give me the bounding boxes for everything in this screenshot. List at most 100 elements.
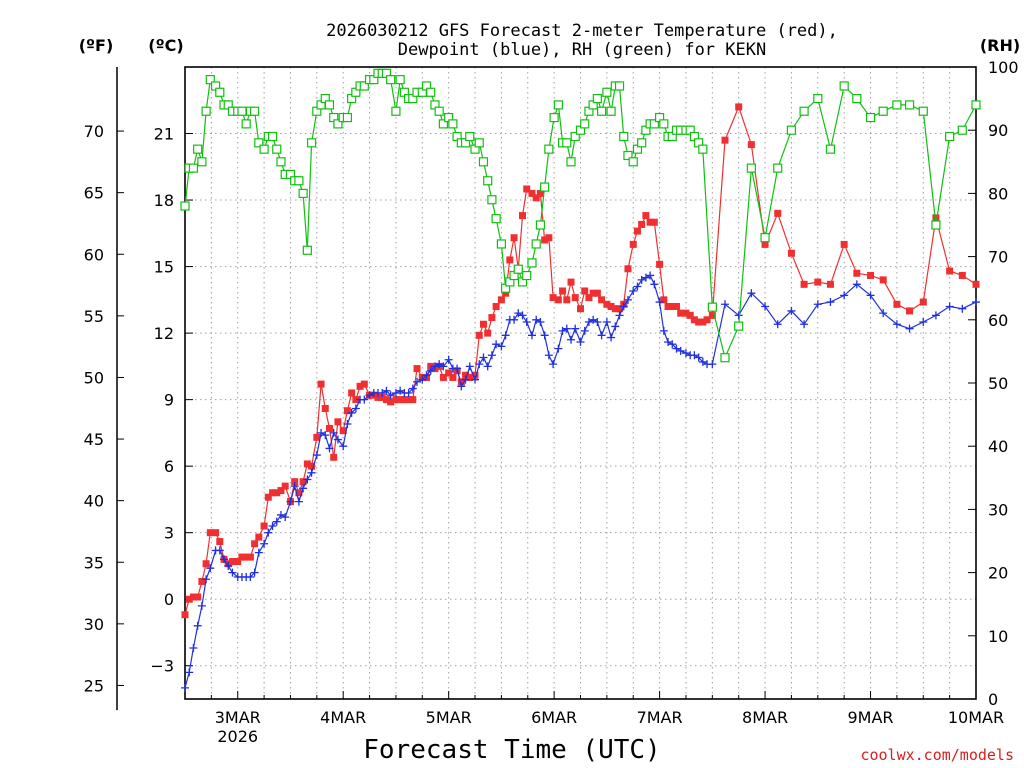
marker-temperature <box>475 331 483 339</box>
marker-dewpoint <box>339 442 348 451</box>
marker-dewpoint <box>646 271 655 280</box>
marker-temperature <box>660 296 668 304</box>
marker-rh <box>698 144 708 154</box>
marker-temperature <box>774 209 782 217</box>
marker-temperature <box>703 316 711 324</box>
marker-temperature <box>598 296 606 304</box>
marker-temperature <box>281 482 289 490</box>
marker-temperature <box>510 234 518 242</box>
fahrenheit-unit-label: (ºF) <box>79 36 114 55</box>
marker-rh <box>298 188 308 198</box>
marker-temperature <box>814 278 822 286</box>
marker-dewpoint <box>457 382 466 391</box>
x-tick-sublabel: 2026 <box>217 727 258 746</box>
f-tick-label: 25 <box>84 676 104 695</box>
marker-rh <box>720 353 730 363</box>
marker-dewpoint <box>202 575 211 584</box>
marker-dewpoint <box>475 360 484 369</box>
rh-tick-label: 50 <box>988 374 1008 393</box>
marker-dewpoint <box>272 517 281 526</box>
marker-temperature <box>484 329 492 337</box>
x-axis-label: Forecast Time (UTC) <box>363 735 660 765</box>
marker-temperature <box>638 220 646 228</box>
marker-temperature <box>343 407 351 415</box>
marker-temperature <box>563 296 571 304</box>
marker-rh <box>250 106 260 116</box>
marker-temperature <box>690 316 698 324</box>
marker-dewpoint <box>615 311 624 320</box>
marker-rh <box>786 125 797 135</box>
marker-temperature <box>348 389 356 397</box>
marker-dewpoint <box>676 346 685 355</box>
marker-temperature <box>686 311 694 319</box>
marker-dewpoint <box>958 304 967 313</box>
marker-temperature <box>216 538 224 546</box>
x-tick-label: 5MAR <box>426 708 472 727</box>
tick-labels: −3 0 3 6 9 12 15 18 21 25 30 35 40 45 50 55 60 65 70 0 10 20 3… <box>84 58 1019 746</box>
marker-rh <box>945 131 955 142</box>
marker-temperature <box>255 533 263 541</box>
marker-temperature <box>396 396 404 404</box>
marker-rh <box>562 138 572 148</box>
marker-dewpoint <box>465 362 474 371</box>
marker-temperature <box>699 318 707 326</box>
marker-dewpoint <box>892 320 901 329</box>
marker-temperature <box>677 309 685 317</box>
marker-dewpoint <box>396 386 405 395</box>
marker-temperature <box>581 287 589 295</box>
marker-rh <box>746 163 756 173</box>
marker-dewpoint <box>558 326 567 335</box>
marker-temperature <box>260 522 268 530</box>
x-tick-label: 10MAR <box>948 708 1004 727</box>
marker-temperature <box>616 305 624 313</box>
marker-temperature <box>502 289 510 297</box>
marker-temperature <box>264 493 272 501</box>
marker-rh <box>904 100 915 110</box>
marker-rh <box>448 119 458 129</box>
marker-temperature <box>492 302 500 310</box>
marker-temperature <box>826 280 834 288</box>
marker-temperature <box>378 393 386 401</box>
c-tick-label: 3 <box>164 524 174 543</box>
marker-temperature <box>277 487 285 495</box>
marker-temperature <box>567 278 575 286</box>
marker-dewpoint <box>747 289 756 298</box>
marker-dewpoint <box>321 431 330 440</box>
marker-temperature <box>295 489 303 497</box>
marker-temperature <box>682 309 690 317</box>
marker-temperature <box>589 289 597 297</box>
marker-rh <box>324 100 335 110</box>
marker-temperature <box>291 478 299 486</box>
x-tick-label: 7MAR <box>637 708 683 727</box>
marker-rh <box>496 239 506 249</box>
marker-temperature <box>189 593 197 601</box>
marker-dewpoint <box>418 375 427 384</box>
marker-dewpoint <box>554 344 563 353</box>
marker-rh <box>619 131 629 142</box>
chart-title-line1: 2026030212 GFS Forecast 2-meter Temperat… <box>326 21 838 41</box>
marker-temperature <box>629 240 637 248</box>
marker-dewpoint <box>294 497 303 506</box>
marker-dewpoint <box>483 362 492 371</box>
marker-rh <box>438 119 448 129</box>
f-tick-label: 70 <box>84 122 104 141</box>
x-tick-label: 9MAR <box>848 708 894 727</box>
marker-dewpoint <box>623 295 632 304</box>
celsius-unit-label: (ºC) <box>148 36 183 55</box>
marker-rh <box>434 106 444 116</box>
marker-temperature <box>273 489 281 497</box>
marker-dewpoint <box>260 539 269 548</box>
marker-temperature <box>593 289 601 297</box>
marker-dewpoint <box>919 318 928 327</box>
marker-temperature <box>735 103 743 111</box>
marker-temperature <box>238 553 246 561</box>
marker-dewpoint <box>690 351 699 360</box>
credit-label: coolwx.com/models <box>860 746 1014 764</box>
marker-dewpoint <box>510 315 519 324</box>
f-tick-label: 65 <box>84 184 104 203</box>
marker-temperature <box>251 540 259 548</box>
marker-temperature <box>439 373 447 381</box>
marker-temperature <box>234 558 242 566</box>
marker-rh <box>359 81 369 91</box>
marker-dewpoint <box>720 300 729 309</box>
